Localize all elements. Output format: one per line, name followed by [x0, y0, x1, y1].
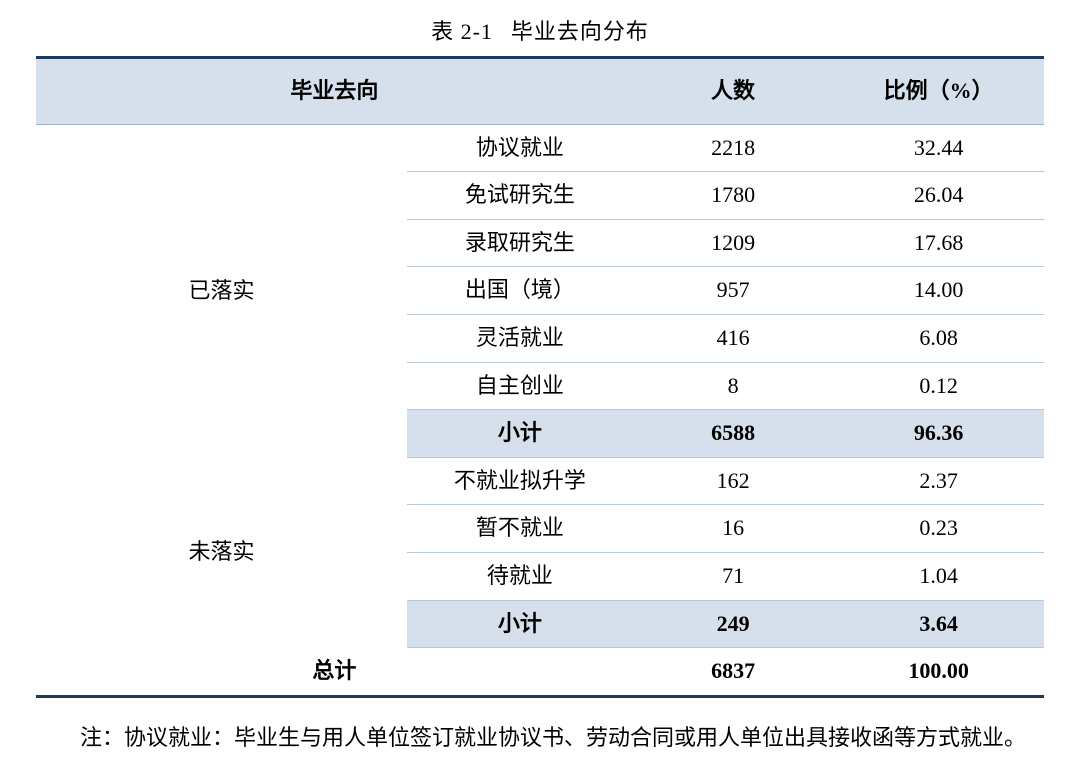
subtotal-count: 6588 [633, 410, 834, 458]
cell-item: 免试研究生 [407, 172, 633, 220]
cell-item: 自主创业 [407, 362, 633, 410]
subtotal-label: 小计 [407, 410, 633, 458]
cell-count: 8 [633, 362, 834, 410]
table-row: 已落实 协议就业 2218 32.44 [36, 124, 1044, 172]
subtotal-percent: 3.64 [833, 600, 1044, 648]
grand-total-percent: 100.00 [833, 648, 1044, 697]
cell-count: 162 [633, 457, 834, 505]
grand-total-row: 总计 6837 100.00 [36, 648, 1044, 697]
cell-percent: 2.37 [833, 457, 1044, 505]
cell-count: 957 [633, 267, 834, 315]
col-count: 人数 [633, 58, 834, 125]
caption-title: 毕业去向分布 [511, 19, 649, 44]
cell-count: 71 [633, 552, 834, 600]
grand-total-label: 总计 [36, 648, 633, 697]
subtotal-percent: 96.36 [833, 410, 1044, 458]
cell-percent: 17.68 [833, 219, 1044, 267]
table-header-row: 毕业去向 人数 比例（%） [36, 58, 1044, 125]
subtotal-label: 小计 [407, 600, 633, 648]
cell-percent: 32.44 [833, 124, 1044, 172]
cell-item: 录取研究生 [407, 219, 633, 267]
cell-percent: 26.04 [833, 172, 1044, 220]
cell-percent: 0.23 [833, 505, 1044, 553]
cell-item: 暂不就业 [407, 505, 633, 553]
cell-item: 待就业 [407, 552, 633, 600]
caption-prefix: 表 2-1 [431, 19, 493, 44]
cell-item: 不就业拟升学 [407, 457, 633, 505]
grand-total-count: 6837 [633, 648, 834, 697]
cell-count: 16 [633, 505, 834, 553]
col-percent: 比例（%） [833, 58, 1044, 125]
footnote: 注：协议就业：毕业生与用人单位签订就业协议书、劳动合同或用人单位出具接收函等方式… [36, 714, 1044, 762]
distribution-table: 毕业去向 人数 比例（%） 已落实 协议就业 2218 32.44 免试研究生 … [36, 56, 1044, 698]
cell-percent: 6.08 [833, 314, 1044, 362]
group-label: 已落实 [36, 124, 407, 457]
cell-count: 1780 [633, 172, 834, 220]
cell-percent: 14.00 [833, 267, 1044, 315]
table-caption: 表 2-1 毕业去向分布 [36, 14, 1044, 46]
group-label: 未落实 [36, 457, 407, 647]
cell-percent: 0.12 [833, 362, 1044, 410]
cell-count: 1209 [633, 219, 834, 267]
cell-item: 协议就业 [407, 124, 633, 172]
cell-percent: 1.04 [833, 552, 1044, 600]
cell-count: 416 [633, 314, 834, 362]
cell-item: 出国（境） [407, 267, 633, 315]
cell-count: 2218 [633, 124, 834, 172]
table-row: 未落实 不就业拟升学 162 2.37 [36, 457, 1044, 505]
col-destination: 毕业去向 [36, 58, 633, 125]
cell-item: 灵活就业 [407, 314, 633, 362]
subtotal-count: 249 [633, 600, 834, 648]
